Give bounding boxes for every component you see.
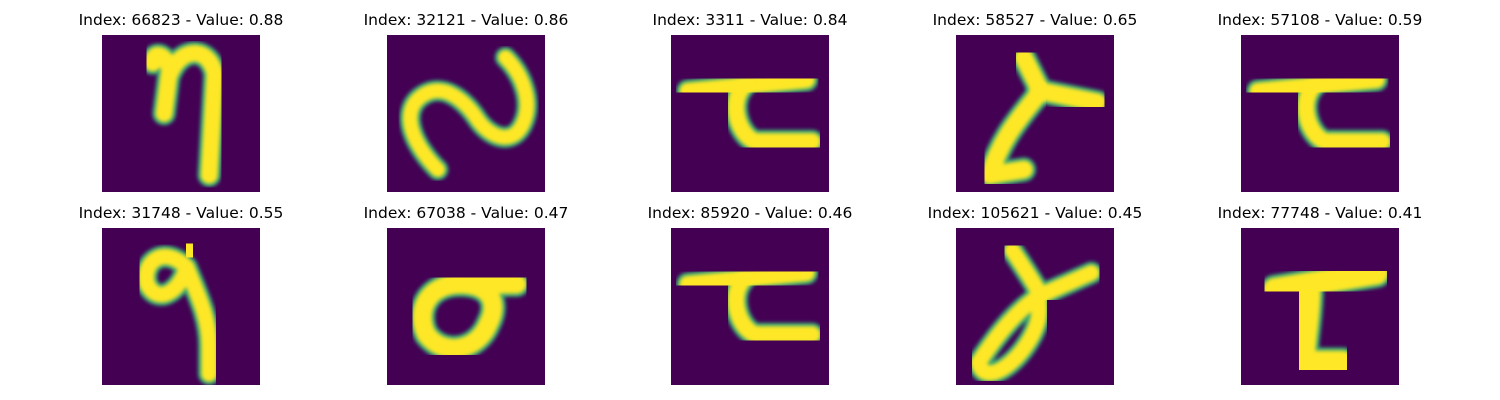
panel-title: Index: 31748 - Value: 0.55 xyxy=(78,204,284,222)
stroke-core-2 xyxy=(980,82,1050,185)
panel-image xyxy=(102,35,260,192)
stroke-core-1 xyxy=(412,274,527,358)
digit-image-3 xyxy=(671,35,829,192)
panel-title: Index: 67038 - Value: 0.47 xyxy=(363,204,569,222)
panel-7: Index: 67038 - Value: 0.47 xyxy=(346,203,586,388)
digit-image-6 xyxy=(102,228,260,385)
stroke-core-1 xyxy=(138,248,218,382)
stroke-core-2 xyxy=(727,77,821,150)
panel-image xyxy=(387,35,545,192)
panel-image xyxy=(387,228,545,385)
panel-image xyxy=(102,228,260,385)
panel-8: Index: 85920 - Value: 0.46 xyxy=(630,203,870,388)
panel-title: Index: 3311 - Value: 0.84 xyxy=(652,11,848,29)
panel-1: Index: 66823 - Value: 0.88 xyxy=(61,10,301,195)
panel-image xyxy=(1241,228,1399,385)
panel-image xyxy=(956,35,1114,192)
panel-9: Index: 105621 - Value: 0.45 xyxy=(915,203,1155,388)
digit-image-1 xyxy=(102,35,260,192)
panel-6: Index: 31748 - Value: 0.55 xyxy=(61,203,301,388)
panel-5: Index: 57108 - Value: 0.59 xyxy=(1200,10,1440,195)
stroke-core-1 xyxy=(144,44,224,184)
digit-image-4 xyxy=(956,35,1114,192)
stroke-core-1 xyxy=(402,50,535,177)
digit-image-10 xyxy=(1241,228,1399,385)
panel-image xyxy=(1241,35,1399,192)
image-background xyxy=(671,35,829,192)
stroke-core-2 xyxy=(1291,277,1355,375)
panel-title: Index: 58527 - Value: 0.65 xyxy=(932,11,1138,29)
panel-title: Index: 66823 - Value: 0.88 xyxy=(78,11,284,29)
panel-10: Index: 77748 - Value: 0.41 xyxy=(1200,203,1440,388)
panel-image xyxy=(671,228,829,385)
panel-3: Index: 3311 - Value: 0.84 xyxy=(630,10,870,195)
panel-title: Index: 57108 - Value: 0.59 xyxy=(1217,11,1423,29)
panel-title: Index: 105621 - Value: 0.45 xyxy=(927,204,1143,222)
digit-image-9 xyxy=(956,228,1114,385)
stroke-core-2 xyxy=(727,270,821,343)
panel-title: Index: 32121 - Value: 0.86 xyxy=(363,11,569,29)
stroke-core-1 xyxy=(1263,261,1389,302)
panel-image xyxy=(956,228,1114,385)
panel-image xyxy=(671,35,829,192)
panel-4: Index: 58527 - Value: 0.65 xyxy=(915,10,1155,195)
digit-image-8 xyxy=(671,228,829,385)
panel-title: Index: 77748 - Value: 0.41 xyxy=(1217,204,1423,222)
image-background xyxy=(1241,35,1399,192)
digit-image-7 xyxy=(387,228,545,385)
stroke-core-2 xyxy=(970,287,1049,381)
digit-image-5 xyxy=(1241,35,1399,192)
stroke-core-2 xyxy=(178,236,201,264)
image-background xyxy=(671,228,829,385)
stroke-core-2 xyxy=(1297,77,1391,150)
panel-2: Index: 32121 - Value: 0.86 xyxy=(346,10,586,195)
panel-title: Index: 85920 - Value: 0.46 xyxy=(647,204,853,222)
digit-image-2 xyxy=(387,35,545,192)
